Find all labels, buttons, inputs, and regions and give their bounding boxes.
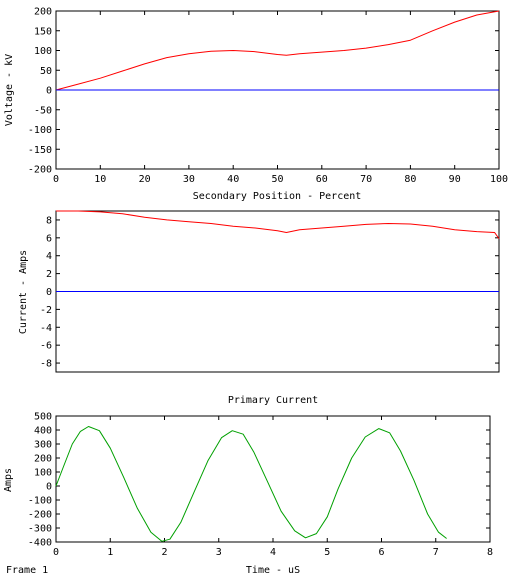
y-tick-label: 500	[34, 412, 52, 423]
y-tick-label: 100	[34, 468, 52, 479]
y-tick-label: 200	[34, 454, 52, 465]
y-tick-label: -300	[28, 524, 52, 535]
y-tick-label: -100	[28, 125, 52, 136]
voltage-chart-ticks: -200 -150 -100 -50 0 50 100 150 200 0 10 20 30 40 50 60…	[28, 7, 508, 186]
x-tick-label: 90	[449, 174, 461, 185]
x-tick-label: 0	[53, 547, 59, 558]
x-tick-label: 70	[360, 174, 372, 185]
x-tick-label: 0	[53, 174, 59, 185]
x-tick-label: 100	[490, 174, 508, 185]
y-tick-label: 6	[46, 233, 52, 244]
frame-label: Frame 1	[6, 565, 49, 576]
y-tick-label: 100	[34, 46, 52, 57]
y-tick-label: -2	[40, 305, 52, 316]
voltage-chart: -200 -150 -100 -50 0 50 100 150 200 0 10 20 30 40 50 60…	[4, 7, 508, 203]
current-chart: -8 -6 -4 -2 0 2 4 6 8 Current - Amps	[18, 210, 500, 373]
primary-current-chart-xlabel: Time - uS	[246, 565, 300, 576]
y-tick-label: 0	[46, 86, 52, 97]
x-tick-label: 30	[183, 174, 195, 185]
y-tick-label: -50	[34, 105, 52, 116]
y-tick-label: 150	[34, 26, 52, 37]
x-tick-label: 7	[433, 547, 439, 558]
x-tick-label: 60	[316, 174, 328, 185]
y-tick-label: 0	[46, 482, 52, 493]
y-tick-label: 50	[40, 66, 52, 77]
y-tick-label: 2	[46, 269, 52, 280]
x-tick-label: 3	[216, 547, 222, 558]
x-tick-label: 10	[94, 174, 106, 185]
x-tick-label: 5	[324, 547, 330, 558]
primary-current-chart-series	[55, 426, 447, 542]
voltage-chart-series	[55, 10, 500, 91]
primary-current-chart-ticks: -400 -300 -200 -100 0 100 200 300 400 500 0 1 2 3 4 5 6 7…	[28, 412, 493, 559]
primary-current-chart-frame	[55, 415, 491, 543]
primary-current-chart: Primary Current -400 -300 -200 -100 0 100 200 3…	[3, 395, 493, 576]
y-tick-label: 4	[46, 251, 52, 262]
primary-current-chart-ylabel: Amps	[3, 468, 14, 492]
y-tick-label: -200	[28, 165, 52, 176]
y-tick-label: -150	[28, 145, 52, 156]
voltage-chart-ylabel: Voltage - kV	[4, 54, 15, 126]
voltage-chart-xlabel: Secondary Position - Percent	[193, 191, 362, 202]
current-chart-ticks: -8 -6 -4 -2 0 2 4 6 8	[40, 215, 499, 370]
x-tick-label: 4	[270, 547, 276, 558]
y-tick-label: 300	[34, 440, 52, 451]
y-tick-label: 400	[34, 426, 52, 437]
x-tick-label: 6	[378, 547, 384, 558]
series-line-1	[55, 426, 447, 542]
y-tick-label: 0	[46, 287, 52, 298]
x-tick-label: 80	[404, 174, 416, 185]
y-tick-label: -200	[28, 510, 52, 521]
x-tick-label: 8	[487, 547, 493, 558]
x-tick-label: 1	[107, 547, 113, 558]
x-tick-label: 40	[227, 174, 239, 185]
y-tick-label: -100	[28, 496, 52, 507]
current-chart-ylabel: Current - Amps	[18, 250, 29, 334]
series-line-1	[55, 10, 500, 91]
y-tick-label: 200	[34, 7, 52, 18]
y-tick-label: -400	[28, 538, 52, 549]
y-tick-label: -8	[40, 359, 52, 370]
y-tick-label: -4	[40, 323, 52, 334]
primary-current-chart-title: Primary Current	[228, 395, 318, 406]
x-tick-label: 2	[161, 547, 167, 558]
x-tick-label: 50	[271, 174, 283, 185]
y-tick-label: 8	[46, 215, 52, 226]
x-tick-label: 20	[139, 174, 151, 185]
series-line-1	[56, 210, 500, 239]
current-chart-series	[56, 210, 500, 292]
y-tick-label: -6	[40, 341, 52, 352]
